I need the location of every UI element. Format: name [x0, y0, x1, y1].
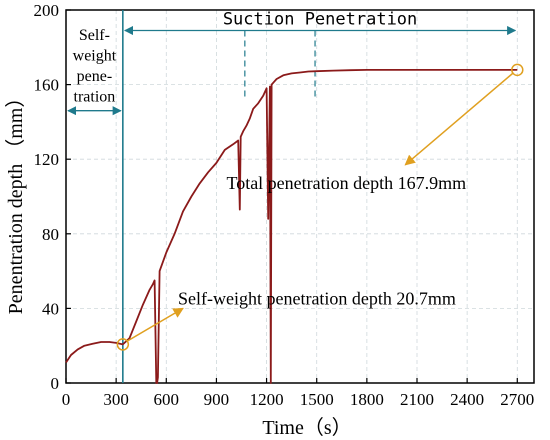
- grid-lines: [66, 10, 534, 383]
- total-depth-label: Total penetration depth 167.9mm: [226, 173, 466, 193]
- x-tick-label: 2100: [400, 390, 434, 409]
- x-tick-label: 900: [204, 390, 230, 409]
- x-tick-label: 0: [62, 390, 71, 409]
- x-tick-label: 1800: [350, 390, 384, 409]
- x-tick-label: 2700: [500, 390, 534, 409]
- y-tick-label: 40: [42, 299, 59, 318]
- self-weight-label-line: weight: [73, 47, 117, 64]
- y-tick-label: 80: [42, 225, 59, 244]
- self-weight-label-line: tration: [74, 88, 116, 105]
- y-axis-title: Penentration depth （mm）: [4, 88, 27, 315]
- y-tick-label: 160: [34, 76, 60, 95]
- self-weight-depth-label: Self-weight penetration depth 20.7mm: [178, 289, 456, 309]
- annotations: Self-weight penetration depth 20.7mm Tota…: [116, 63, 524, 351]
- phase-markers: Suction Penetration Self-weight pene-trati…: [67, 10, 517, 383]
- x-axis-title: Time（s）: [262, 416, 351, 439]
- y-tick-label: 0: [51, 374, 60, 393]
- self-weight-label-line: pene-: [77, 68, 113, 85]
- axis-ticks: 0 300 600 900 1200 1500 1800 2100 2400 2700 0 40 80 1…: [34, 1, 535, 409]
- suction-penetration-label: Suction Penetration: [223, 10, 417, 30]
- total-depth-annotation-arrow: [404, 72, 514, 166]
- x-tick-label: 1200: [250, 390, 284, 409]
- series-layer: [65, 69, 518, 384]
- y-tick-label: 200: [34, 1, 60, 20]
- total-depth-marker: [511, 63, 524, 77]
- plot-frame: [65, 9, 535, 384]
- penetration-depth-line: [65, 69, 518, 384]
- self-weight-annotation-arrow: [126, 307, 184, 343]
- plot-border: [65, 9, 535, 384]
- self-weight-depth-marker: [116, 338, 130, 351]
- x-tick-label: 1500: [300, 390, 334, 409]
- x-tick-label: 600: [154, 390, 180, 409]
- x-tick-label: 2400: [450, 390, 484, 409]
- y-tick-label: 120: [34, 150, 60, 169]
- x-tick-label: 300: [103, 390, 129, 409]
- self-weight-label-line: Self-: [79, 27, 110, 44]
